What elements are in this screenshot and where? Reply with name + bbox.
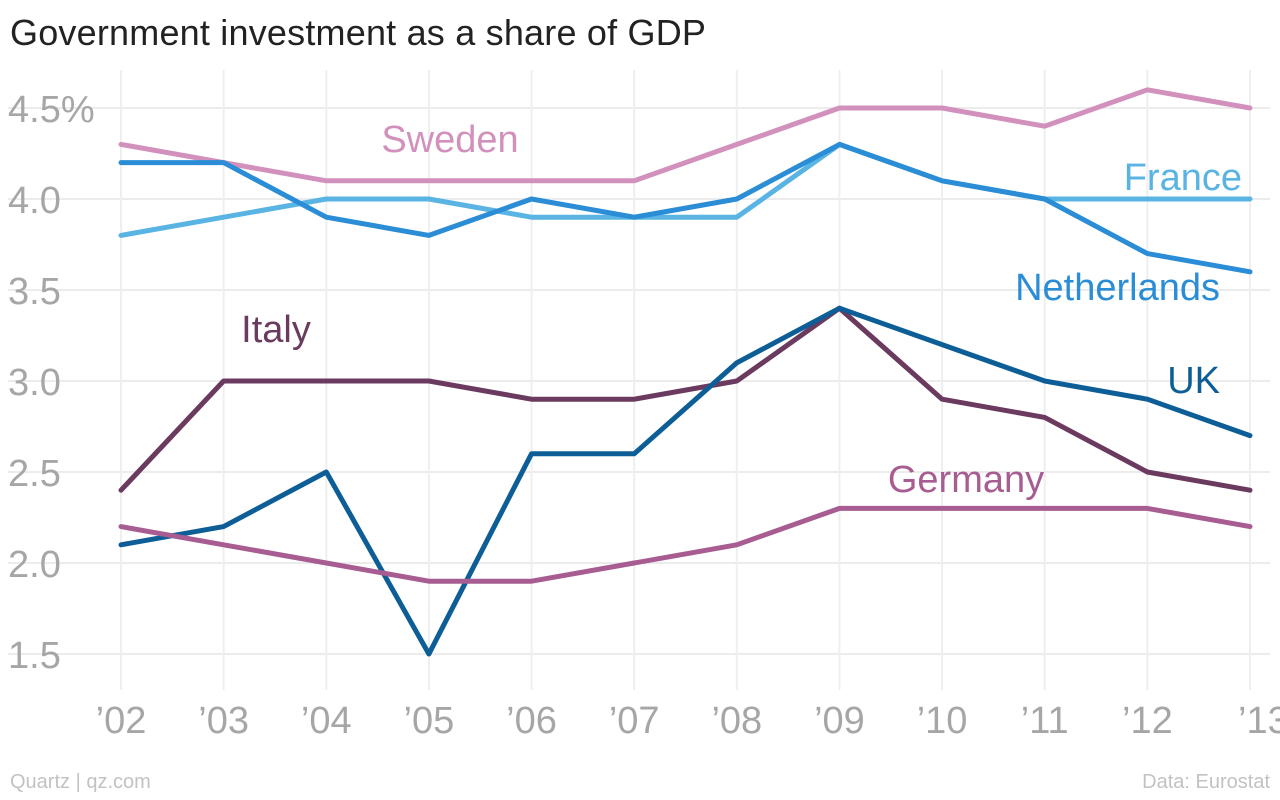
series-line-uk [118, 305, 1253, 657]
y-axis-ticks: 1.5 2.0 2.5 3.0 3.5 4.0 4.5% [8, 89, 95, 677]
y-tick-label: 3.0 [8, 362, 61, 404]
x-tick-label: ’06 [506, 700, 557, 742]
x-tick-label: ’10 [917, 700, 968, 742]
series-label-netherlands: Netherlands [1015, 267, 1220, 309]
series-labels: Sweden France Netherlands Italy UK Germany [241, 119, 1242, 501]
x-axis-ticks: ’02 ’03 ’04 ’05 ’06 ’07 ’08 ’09 ’10 ’11 ’12 ’13 [96, 700, 1280, 742]
y-tick-label: 4.0 [8, 180, 61, 222]
y-tick-label: 2.5 [8, 453, 61, 495]
y-tick-label: 3.5 [8, 271, 61, 313]
x-tick-label: ’07 [609, 700, 660, 742]
series-line-netherlands [118, 141, 1253, 275]
series-label-germany: Germany [888, 459, 1044, 501]
series-label-sweden: Sweden [381, 119, 518, 161]
x-tick-label: ’02 [96, 700, 147, 742]
series-label-uk: UK [1167, 360, 1220, 402]
data-source: Data: Eurostat [1142, 771, 1270, 793]
x-tick-label: ’08 [711, 700, 762, 742]
series-lines [118, 87, 1253, 657]
series-line-sweden [118, 87, 1253, 184]
y-tick-label: 2.0 [8, 544, 61, 586]
x-tick-label: ’11 [1021, 700, 1069, 742]
series-line-italy [118, 305, 1253, 493]
x-tick-label: ’12 [1122, 700, 1173, 742]
series-line-france [118, 141, 1253, 238]
x-tick-label: ’05 [404, 700, 455, 742]
y-tick-label: 1.5 [8, 635, 61, 677]
series-label-france: France [1124, 157, 1242, 199]
y-tick-label: 4.5% [8, 89, 95, 131]
source-credit: Quartz | qz.com [10, 771, 151, 793]
series-line-germany [118, 505, 1253, 584]
x-tick-label: ’04 [301, 700, 352, 742]
x-tick-label: ’13 [1238, 700, 1280, 742]
chart-title: Government investment as a share of GDP [10, 12, 707, 53]
series-label-italy: Italy [241, 309, 311, 351]
x-tick-label: ’09 [814, 700, 865, 742]
x-tick-label: ’03 [198, 700, 249, 742]
